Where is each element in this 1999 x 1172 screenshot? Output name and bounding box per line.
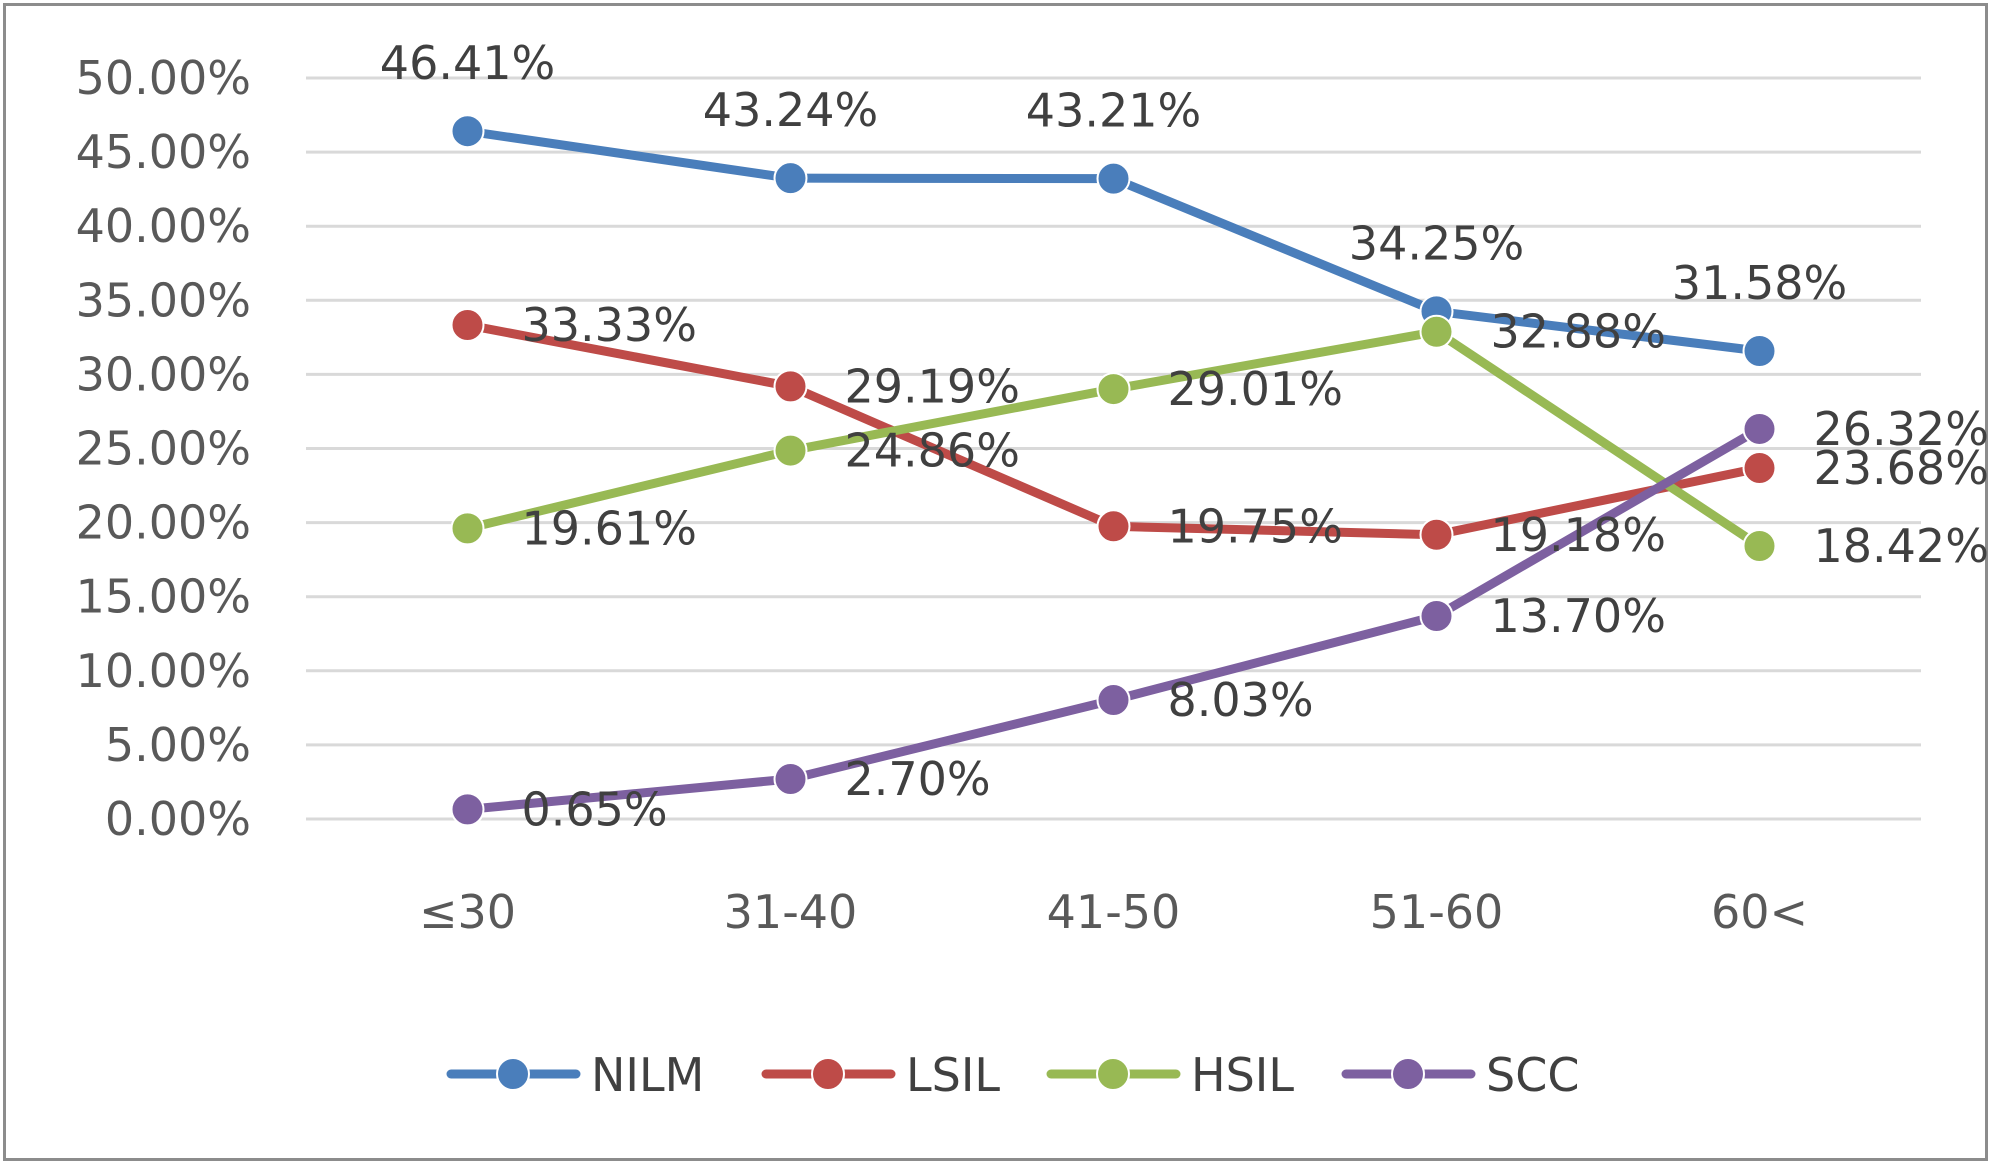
data-point-hsil <box>773 433 808 468</box>
data-label-nilm: 46.41% <box>380 36 555 90</box>
data-point-hsil <box>1419 314 1454 349</box>
data-point-nilm <box>450 114 485 149</box>
y-tick-label: 45.00% <box>76 125 251 179</box>
data-label-nilm: 43.24% <box>703 83 878 137</box>
data-point-lsil <box>1742 451 1777 486</box>
y-tick-label: 0.00% <box>105 792 251 846</box>
x-tick-label: 51-60 <box>1370 885 1504 939</box>
data-point-hsil <box>1742 529 1777 564</box>
y-tick-label: 35.00% <box>76 273 251 327</box>
legend-marker-scc <box>1391 1057 1425 1091</box>
series-group <box>450 114 1777 827</box>
legend-label-scc: SCC <box>1486 1048 1579 1102</box>
data-label-scc: 26.32% <box>1814 402 1989 456</box>
y-tick-label: 10.00% <box>76 644 251 698</box>
data-label-hsil: 29.01% <box>1168 362 1343 416</box>
data-label-lsil: 19.75% <box>1168 499 1343 553</box>
y-tick-label: 5.00% <box>105 718 251 772</box>
data-point-lsil <box>1096 509 1131 544</box>
data-label-lsil: 33.33% <box>522 298 697 352</box>
data-point-scc <box>450 792 485 827</box>
y-tick-label: 25.00% <box>76 422 251 476</box>
legend-label-nilm: NILM <box>591 1048 704 1102</box>
legend-label-lsil: LSIL <box>906 1048 1000 1102</box>
data-label-lsil: 19.18% <box>1491 508 1666 562</box>
data-label-hsil: 18.42% <box>1814 519 1989 573</box>
data-labels: 46.41% 43.24% 43.21% 34.25% 31.58% 33.33% 29.1… <box>380 36 1989 836</box>
line-chart: 0.00% 5.00% 10.00% 15.00% 20.00% 25.00% 30.00%… <box>76 36 1989 1102</box>
y-tick-label: 15.00% <box>76 570 251 624</box>
legend-marker-hsil <box>1096 1057 1130 1091</box>
data-point-nilm <box>773 161 808 196</box>
data-label-hsil: 19.61% <box>522 501 697 555</box>
data-point-scc <box>1419 598 1454 633</box>
data-label-scc: 8.03% <box>1168 673 1314 727</box>
data-label-lsil: 23.68% <box>1814 441 1989 495</box>
legend-marker-nilm <box>496 1057 530 1091</box>
data-label-nilm: 34.25% <box>1349 216 1524 270</box>
data-label-lsil: 29.19% <box>845 359 1020 413</box>
y-tick-label: 40.00% <box>76 199 251 253</box>
data-point-lsil <box>1419 517 1454 552</box>
x-tick-label: 41-50 <box>1047 885 1181 939</box>
data-point-nilm <box>1742 333 1777 368</box>
data-point-scc <box>1096 682 1131 717</box>
x-tick-label: ≤30 <box>419 885 516 939</box>
data-point-lsil <box>773 369 808 404</box>
data-point-scc <box>773 761 808 796</box>
chart-frame: 0.00% 5.00% 10.00% 15.00% 20.00% 25.00% 30.00%… <box>3 3 1989 1161</box>
legend: NILM LSIL HSIL SCC <box>446 1048 1579 1102</box>
data-label-scc: 0.65% <box>522 782 668 836</box>
y-tick-label: 30.00% <box>76 347 251 401</box>
data-label-scc: 2.70% <box>845 752 991 806</box>
data-point-scc <box>1742 411 1777 446</box>
data-point-hsil <box>450 511 485 546</box>
data-label-scc: 13.70% <box>1491 589 1666 643</box>
y-tick-label: 50.00% <box>76 51 251 105</box>
data-label-nilm: 31.58% <box>1672 256 1847 310</box>
data-point-nilm <box>1096 161 1131 196</box>
x-tick-label: 31-40 <box>724 885 858 939</box>
y-axis-ticks: 0.00% 5.00% 10.00% 15.00% 20.00% 25.00% 30.00%… <box>76 51 251 846</box>
x-tick-label: 60< <box>1711 885 1808 939</box>
y-tick-label: 20.00% <box>76 496 251 550</box>
data-label-hsil: 24.86% <box>845 424 1020 478</box>
legend-label-hsil: HSIL <box>1191 1048 1294 1102</box>
data-point-lsil <box>450 308 485 343</box>
data-label-hsil: 32.88% <box>1491 305 1666 359</box>
legend-marker-lsil <box>811 1057 845 1091</box>
data-label-nilm: 43.21% <box>1026 84 1201 138</box>
data-point-hsil <box>1096 372 1131 407</box>
x-axis-ticks: ≤30 31-40 41-50 51-60 60< <box>419 885 1808 939</box>
